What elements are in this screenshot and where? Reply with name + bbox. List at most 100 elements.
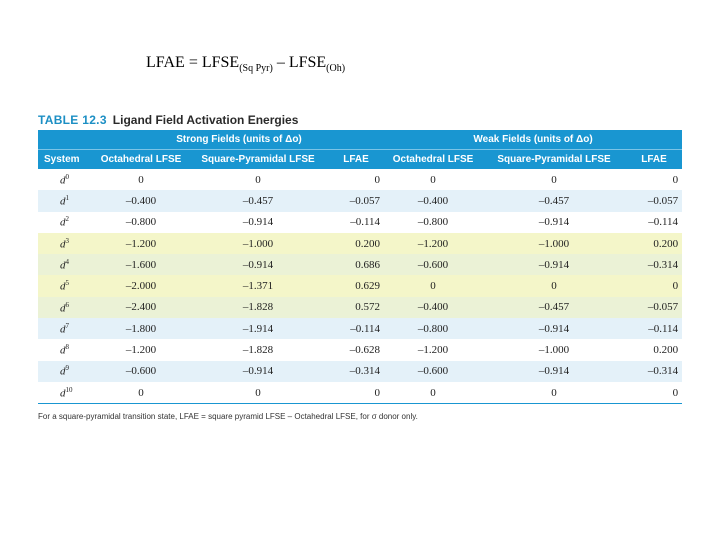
value-cell: 0: [328, 381, 385, 405]
system-cell: d3: [38, 232, 94, 255]
table-row: d0 0 0 0 0 0 0: [38, 169, 683, 191]
value-cell: –0.914: [482, 318, 627, 340]
system-cell: d2: [38, 211, 94, 233]
value-cell: –1.200: [384, 232, 483, 255]
value-cell: –1.800: [94, 318, 188, 340]
table-row: d8 –1.200 –1.828 –0.628 –1.200 –1.000 0.…: [38, 339, 683, 361]
header-weak-fields: Weak Fields (units of Δo): [384, 130, 683, 150]
value-cell: 0: [384, 275, 483, 297]
table-footnote: For a square-pyramidal transition state,…: [38, 412, 418, 421]
table-number: TABLE 12.3: [38, 113, 107, 127]
table-row: d3 –1.200 –1.000 0.200 –1.200 –1.000 0.2…: [38, 232, 683, 255]
value-cell: –0.057: [626, 296, 683, 319]
table-row: d5 –2.000 –1.371 0.629 0 0 0: [38, 275, 683, 297]
table-row: d10 0 0 0 0 0 0: [38, 381, 683, 405]
value-cell: 0: [482, 169, 627, 191]
value-cell: –1.828: [188, 296, 328, 319]
ligand-field-table: Strong Fields (units of Δo) Weak Fields …: [38, 130, 683, 405]
table-row: d7 –1.800 –1.914 –0.114 –0.800 –0.914 –0…: [38, 318, 683, 340]
value-cell: –1.914: [188, 318, 328, 340]
value-cell: –1.600: [94, 254, 188, 276]
formula-sub-sq-pyr: (Sq Pyr): [239, 63, 273, 75]
value-cell: –0.114: [328, 318, 385, 340]
value-cell: 0: [384, 169, 483, 191]
value-cell: –0.114: [328, 211, 385, 233]
value-cell: –0.914: [188, 254, 328, 276]
value-cell: –0.400: [94, 190, 188, 212]
value-cell: –0.114: [626, 211, 683, 233]
table-row: d9 –0.600 –0.914 –0.314 –0.600 –0.914 –0…: [38, 360, 683, 382]
system-cell: d7: [38, 318, 94, 340]
system-cell: d5: [38, 275, 94, 297]
value-cell: –0.457: [482, 296, 627, 319]
header-strong-fields: Strong Fields (units of Δo): [94, 130, 385, 150]
value-cell: 0.200: [328, 232, 385, 255]
value-cell: –1.828: [188, 339, 328, 361]
value-cell: 0: [328, 169, 385, 191]
value-cell: –0.314: [626, 360, 683, 382]
value-cell: –0.914: [482, 360, 627, 382]
value-cell: 0: [626, 169, 683, 191]
value-cell: 0: [384, 381, 483, 405]
value-cell: –0.057: [328, 190, 385, 212]
value-cell: –0.057: [626, 190, 683, 212]
value-cell: –0.400: [384, 190, 483, 212]
value-cell: –0.314: [626, 254, 683, 276]
lfae-formula: LFAE = LFSE(Sq Pyr) – LFSE(Oh): [146, 54, 345, 74]
value-cell: –1.200: [94, 232, 188, 255]
header-blank: [38, 130, 94, 150]
value-cell: 0: [626, 275, 683, 297]
value-cell: –1.200: [94, 339, 188, 361]
value-cell: –0.600: [94, 360, 188, 382]
value-cell: –1.000: [482, 232, 627, 255]
value-cell: –1.200: [384, 339, 483, 361]
col-system: System: [38, 149, 94, 169]
value-cell: 0.629: [328, 275, 385, 297]
value-cell: 0.200: [626, 232, 683, 255]
value-cell: –0.457: [482, 190, 627, 212]
value-cell: 0: [94, 381, 188, 405]
system-cell: d1: [38, 190, 94, 212]
value-cell: 0.200: [626, 339, 683, 361]
value-cell: 0: [188, 381, 328, 405]
col-weak-lfae: LFAE: [626, 149, 683, 169]
system-cell: d8: [38, 339, 94, 361]
col-weak-octahedral: Octahedral LFSE: [384, 149, 483, 169]
value-cell: 0: [482, 381, 627, 405]
value-cell: –0.914: [482, 211, 627, 233]
col-strong-square-pyramidal: Square-Pyramidal LFSE: [188, 149, 328, 169]
value-cell: –0.800: [384, 318, 483, 340]
value-cell: 0: [94, 169, 188, 191]
value-cell: –2.000: [94, 275, 188, 297]
system-cell: d10: [38, 381, 94, 405]
value-cell: –1.000: [188, 232, 328, 255]
value-cell: –0.914: [188, 360, 328, 382]
value-cell: 0.572: [328, 296, 385, 319]
value-cell: –1.000: [482, 339, 627, 361]
formula-minus: – LFSE: [272, 54, 327, 71]
system-cell: d4: [38, 254, 94, 276]
value-cell: –0.800: [94, 211, 188, 233]
value-cell: 0: [482, 275, 627, 297]
table-caption: TABLE 12.3 Ligand Field Activation Energi…: [38, 113, 298, 127]
value-cell: –0.628: [328, 339, 385, 361]
value-cell: –1.371: [188, 275, 328, 297]
table-title: Ligand Field Activation Energies: [112, 113, 299, 127]
value-cell: –0.600: [384, 254, 483, 276]
table-row: d1 –0.400 –0.457 –0.057 –0.400 –0.457 –0…: [38, 190, 683, 212]
system-cell: d9: [38, 360, 94, 382]
value-cell: –0.800: [384, 211, 483, 233]
value-cell: –2.400: [94, 296, 188, 319]
value-cell: –0.457: [188, 190, 328, 212]
formula-lhs: LFAE = LFSE: [146, 54, 240, 71]
table-row: d6 –2.400 –1.828 0.572 –0.400 –0.457 –0.…: [38, 296, 683, 319]
col-weak-square-pyramidal: Square-Pyramidal LFSE: [482, 149, 627, 169]
table-row: d4 –1.600 –0.914 0.686 –0.600 –0.914 –0.…: [38, 254, 683, 276]
value-cell: –0.314: [328, 360, 385, 382]
col-strong-lfae: LFAE: [328, 149, 385, 169]
col-strong-octahedral: Octahedral LFSE: [94, 149, 188, 169]
value-cell: –0.914: [188, 211, 328, 233]
system-cell: d0: [38, 169, 94, 191]
value-cell: –0.914: [482, 254, 627, 276]
value-cell: 0: [626, 381, 683, 405]
